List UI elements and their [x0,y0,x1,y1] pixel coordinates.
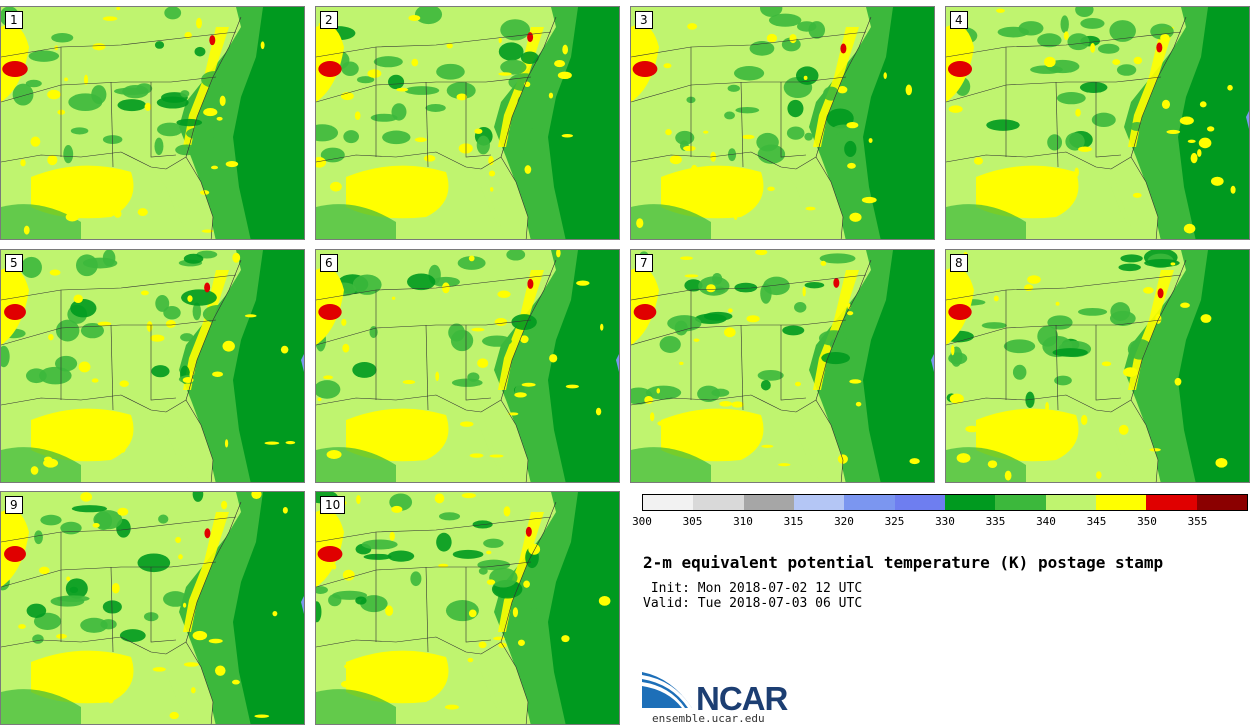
colorbar-bin [944,495,996,510]
ncar-logo-word: NCAR [696,680,788,717]
colorbar-tick-label: 300 [632,515,652,528]
colorbar-bin [844,495,895,510]
member-map-panel: 2 [315,6,620,240]
member-number-label: 2 [320,11,338,29]
member-map-panel: 3 [630,6,935,240]
init-time: Init: Mon 2018-07-02 12 UTC [643,581,863,596]
colorbar-tick-label: 355 [1187,515,1208,528]
ncar-swoosh-icon [642,672,692,708]
valid-time: Valid: Tue 2018-07-03 06 UTC [643,596,863,611]
member-map-panel: 10 [315,491,620,725]
member-map-panel: 8 [945,249,1250,483]
colorbar-tick-label: 310 [733,515,753,528]
member-map [946,250,1249,482]
member-map [946,7,1249,239]
member-map-panel: 6 [315,249,620,483]
member-map [1,492,304,724]
member-number-label: 1 [5,11,23,29]
colorbar-bin [793,495,845,510]
member-map-panel: 7 [630,249,935,483]
member-number-label: 3 [635,11,653,29]
member-number-label: 4 [950,11,968,29]
colorbar-bin [1196,495,1247,510]
colorbar-bin [1045,495,1096,510]
colorbar-tick-label: 350 [1137,515,1157,528]
colorbar-bin [894,495,945,510]
member-map-panel: 5 [0,249,305,483]
member-map-panel: 1 [0,6,305,240]
member-number-label: 9 [5,496,23,514]
colorbar-tick-label: 335 [985,515,1006,528]
colorbar-tick-label: 340 [1036,515,1056,528]
member-map [1,7,304,239]
logo-url: ensemble.ucar.edu [652,712,765,725]
member-map-panel: 9 [0,491,305,725]
chart-title: 2-m equivalent potential temperature (K)… [643,553,1164,572]
colorbar-tick-label: 345 [1086,515,1107,528]
colorbar-bin [693,495,744,510]
colorbar-tick-label: 320 [834,515,854,528]
colorbar-tick-label: 330 [935,515,955,528]
colorbar-tick-label: 315 [783,515,804,528]
member-map [631,7,934,239]
colorbar-tick-label: 325 [884,515,905,528]
colorbar-tick-label: 305 [682,515,703,528]
member-number-label: 7 [635,254,653,272]
member-number-label: 6 [320,254,338,272]
colorbar-bin [995,495,1046,510]
colorbar [642,494,1248,511]
colorbar-bin [1095,495,1147,510]
member-number-label: 10 [320,496,346,514]
member-number-label: 8 [950,254,968,272]
member-map [316,7,619,239]
member-map-panel: 4 [945,6,1250,240]
colorbar-bin [743,495,794,510]
member-map [316,492,619,724]
ncar-logo: NCAR ensemble.ucar.edu [642,668,802,725]
member-map [316,250,619,482]
colorbar-bin [1146,495,1197,510]
colorbar-bin [643,495,694,510]
member-map [631,250,934,482]
member-number-label: 5 [5,254,23,272]
colorbar-ticks: 300 305 310 315 320 325 330 335 340 345 350 355 [632,515,1248,531]
member-map [1,250,304,482]
